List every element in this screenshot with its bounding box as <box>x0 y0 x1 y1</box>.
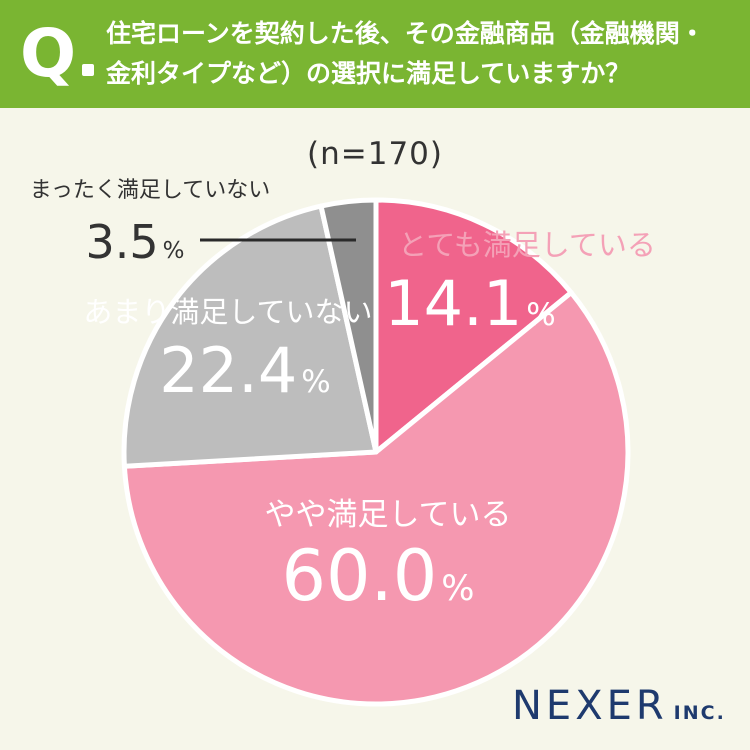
brand-suffix: INC. <box>673 702 726 724</box>
question-line-2: 金利タイプなど）の選択に満足していますか？ <box>106 59 631 88</box>
slice-value-somewhat-satisfied: 60.0% <box>281 535 474 617</box>
sample-size-label: (n=170) <box>307 136 443 172</box>
slice-value-not-very-satisfied: 22.4% <box>159 334 331 407</box>
slice-label-not-very-satisfied: あまり満足していない <box>83 295 372 329</box>
slice-label-very-satisfied: とても満足している <box>398 228 656 262</box>
slice-label-somewhat-satisfied: やや満足している <box>264 497 511 533</box>
slice-value-not-at-all-satisfied: 3.5% <box>85 215 184 269</box>
slice-very-satisfied <box>373 197 574 455</box>
brand-name: NEXER <box>512 683 668 729</box>
question-mark-dot <box>82 64 94 76</box>
slice-label-not-at-all-satisfied: まったく満足していない <box>30 178 270 203</box>
slice-value-very-satisfied: 14.1% <box>384 267 556 340</box>
brand-logo: NEXER INC. <box>512 683 726 729</box>
question-text: 住宅ローンを契約した後、その金融商品（金融機関・ 金利タイプなど）の選択に満足し… <box>106 14 736 94</box>
slice-not-at-all-satisfied <box>318 197 379 455</box>
question-line-1: 住宅ローンを契約した後、その金融商品（金融機関・ <box>106 19 705 48</box>
pie-slices <box>121 197 631 707</box>
question-header: Q 住宅ローンを契約した後、その金融商品（金融機関・ 金利タイプなど）の選択に満… <box>0 0 750 108</box>
question-mark: Q <box>20 15 77 92</box>
slice-somewhat-satisfied <box>121 290 631 707</box>
slice-not-very-satisfied <box>121 203 379 469</box>
